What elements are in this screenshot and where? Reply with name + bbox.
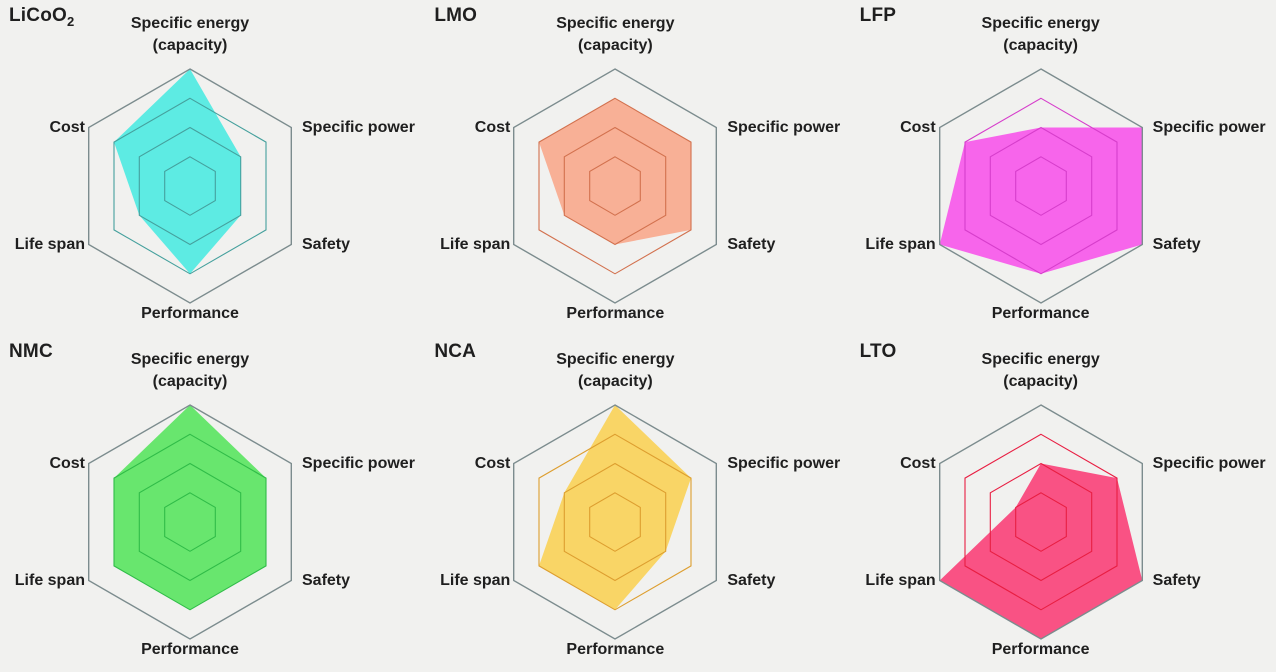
- axis-label-specific-energy: Specific energy (capacity): [981, 15, 1100, 54]
- grid-ring-level-2: [564, 462, 667, 582]
- axis-label-performance: Performance: [141, 305, 239, 322]
- grid-ring-level-1: [589, 492, 642, 552]
- axis-label-safety: Safety: [302, 572, 351, 589]
- axis-label-cost: Cost: [900, 455, 936, 472]
- grid-ring-level-1: [164, 492, 216, 552]
- axis-label-performance: Performance: [566, 305, 665, 322]
- grid-ring-level-2: [989, 126, 1092, 246]
- axis-label-specific-energy: Specific energy (capacity): [556, 351, 675, 390]
- radar-chart-lfp: [938, 68, 1143, 304]
- axis-label-specific-power: Specific power: [302, 455, 415, 472]
- grid-ring-level-1: [1014, 156, 1067, 216]
- axis-label-cost: Cost: [49, 119, 85, 136]
- axis-label-cost: Cost: [474, 455, 511, 472]
- radar-chart-nca: [513, 404, 718, 640]
- axis-label-performance: Performance: [566, 641, 665, 658]
- chart-cell-licoo2: LiCoO2 Specific energy (capacity) Specifi…: [0, 0, 425, 336]
- chart-title: LFP: [860, 5, 897, 29]
- axis-label-safety: Safety: [727, 236, 776, 253]
- chart-cell-nmc: NMC Specific energy (capacity) Specific p…: [0, 336, 425, 672]
- axis-label-life-span: Life span: [865, 236, 936, 253]
- axis-label-performance: Performance: [991, 641, 1090, 658]
- chart-cell-nca: NCA Specific energy (capacity) Specific p…: [425, 336, 850, 672]
- axis-label-specific-energy: Specific energy (capacity): [556, 15, 675, 54]
- chart-cell-lmo: LMO Specific energy (capacity) Specific p…: [425, 0, 850, 336]
- grid-ring-outer: [513, 68, 718, 304]
- grid-ring-level-3: [538, 97, 692, 275]
- axis-label-specific-energy: Specific energy (capacity): [981, 351, 1100, 390]
- grid-ring-level-1: [589, 156, 642, 216]
- chart-title: NCA: [434, 341, 476, 365]
- axis-label-specific-power: Specific power: [727, 119, 841, 136]
- grid-ring-level-3: [538, 433, 692, 611]
- chart-title: NMC: [9, 341, 53, 365]
- axis-label-safety: Safety: [727, 572, 776, 589]
- grid-ring-level-1: [164, 156, 216, 216]
- radar-chart-licoo2: [87, 68, 292, 304]
- chart-title: LMO: [434, 5, 477, 29]
- radar-chart-lmo: [513, 68, 718, 304]
- chart-title: LiCoO2: [9, 5, 74, 29]
- grid-ring-level-2: [564, 126, 667, 246]
- axis-label-safety: Safety: [1152, 236, 1201, 253]
- grid-ring-outer: [938, 404, 1143, 640]
- axis-label-cost: Cost: [474, 119, 511, 136]
- chart-cell-lto: LTO Specific energy (capacity) Specific p…: [851, 336, 1276, 672]
- radar-chart-nmc: [87, 404, 292, 640]
- axis-label-specific-power: Specific power: [727, 455, 841, 472]
- chart-title-text: LiCoO: [9, 5, 67, 26]
- radar-chart-lto: [938, 404, 1143, 640]
- axis-label-life-span: Life span: [14, 236, 85, 253]
- grid-ring-level-2: [989, 462, 1092, 582]
- grid-ring-level-1: [1014, 492, 1067, 552]
- grid-ring-outer: [938, 68, 1143, 304]
- chart-cell-lfp: LFP Specific energy (capacity) Specific p…: [851, 0, 1276, 336]
- axis-label-specific-energy: Specific energy (capacity): [130, 351, 250, 390]
- radar-area-lfp: [939, 127, 1142, 274]
- chart-title-text: LFP: [859, 5, 897, 26]
- grid-ring-outer: [87, 404, 292, 640]
- grid-ring-level-3: [964, 433, 1118, 611]
- chart-title-subscript: 2: [67, 13, 75, 29]
- axis-label-cost: Cost: [900, 119, 936, 136]
- grid-ring-level-3: [113, 433, 267, 611]
- chart-title-text: NCA: [434, 341, 477, 362]
- axis-label-safety: Safety: [302, 236, 351, 253]
- axis-label-life-span: Life span: [440, 236, 511, 253]
- axis-label-performance: Performance: [991, 305, 1090, 322]
- grid-ring-outer: [87, 68, 292, 304]
- axis-label-specific-power: Specific power: [1152, 455, 1266, 472]
- grid-ring-level-2: [138, 462, 242, 582]
- axis-label-performance: Performance: [141, 641, 239, 658]
- grid-ring-level-3: [113, 97, 267, 275]
- chart-title-text: LMO: [434, 5, 478, 26]
- radar-area-licoo: [114, 69, 241, 274]
- axis-label-specific-power: Specific power: [302, 119, 415, 136]
- axis-label-life-span: Life span: [14, 572, 85, 589]
- grid-ring-level-2: [138, 126, 242, 246]
- axis-label-specific-power: Specific power: [1152, 119, 1266, 136]
- axis-label-specific-energy: Specific energy (capacity): [130, 15, 250, 54]
- axis-label-safety: Safety: [1152, 572, 1201, 589]
- radar-area-lmo: [539, 98, 692, 245]
- grid-ring-outer: [513, 404, 718, 640]
- axis-label-cost: Cost: [49, 455, 85, 472]
- chart-title-text: NMC: [9, 341, 53, 362]
- axis-label-life-span: Life span: [440, 572, 511, 589]
- grid-ring-level-3: [964, 97, 1118, 275]
- axis-label-life-span: Life span: [865, 572, 936, 589]
- chart-title: LTO: [860, 341, 897, 365]
- chart-title-text: LTO: [859, 341, 897, 362]
